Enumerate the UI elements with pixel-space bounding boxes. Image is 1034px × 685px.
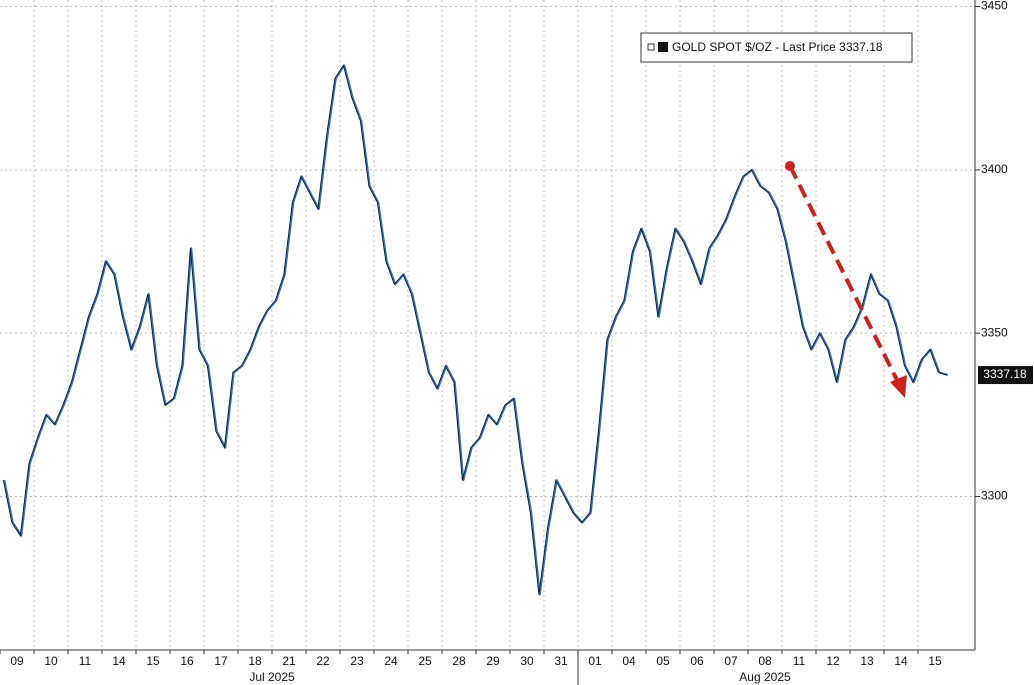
x-tick-label: 28 [452, 654, 466, 668]
x-tick-label: 10 [44, 654, 58, 668]
x-tick-label: 25 [418, 654, 432, 668]
y-tick-label: 3300 [981, 489, 1008, 503]
grid [0, 0, 975, 650]
x-tick-label: 18 [248, 654, 262, 668]
legend-last-price: 3337.18 [839, 40, 883, 54]
x-tick-label: 22 [316, 654, 330, 668]
arrow-shaft [788, 165, 900, 383]
x-tick-label: 06 [690, 654, 704, 668]
x-tick-label: 12 [826, 654, 840, 668]
y-tick-label: 3350 [981, 325, 1008, 339]
x-tick-label: 13 [860, 654, 874, 668]
trend-arrow [785, 161, 907, 398]
x-tick-label: 15 [146, 654, 160, 668]
arrow-start [785, 161, 795, 171]
x-tick-label: 30 [520, 654, 534, 668]
legend-box [640, 32, 913, 63]
legend: GOLD SPOT $/OZ - Last Price 3337.18 [640, 32, 913, 63]
legend-icon [647, 43, 655, 51]
x-tick-label: 15 [928, 654, 942, 668]
price-line [3, 64, 949, 596]
x-tick-label: 24 [384, 654, 398, 668]
x-tick-label: 31 [554, 654, 568, 668]
x-tick-label: 09 [10, 654, 24, 668]
x-tick-label: 05 [656, 654, 670, 668]
x-tick-label: 17 [214, 654, 228, 668]
last-price-label: 3337.18 [983, 367, 1027, 381]
legend-swatch [658, 42, 668, 52]
plot [2, 64, 949, 596]
last-price-tag: 3337.18 [978, 366, 1033, 385]
x-tick-label: 14 [894, 654, 908, 668]
y-tick-label: 3450 [981, 0, 1008, 13]
price-line-shadow [2, 64, 947, 595]
x-tick-label: 29 [486, 654, 500, 668]
arrow-head [890, 375, 907, 398]
x-tick-label: 01 [588, 654, 602, 668]
last-price-box [978, 366, 1033, 385]
legend-text: GOLD SPOT $/OZ - Last Price 3337.18 [672, 40, 883, 54]
y-tick-label: 3400 [981, 162, 1008, 176]
x-tick-label: 23 [350, 654, 364, 668]
legend-series: GOLD SPOT $/OZ - Last Price [672, 40, 836, 54]
x-tick-label: 11 [79, 654, 92, 668]
month-label: Jul 2025 [249, 670, 295, 684]
x-tick-label: 08 [758, 654, 772, 668]
x-tick-label: 11 [793, 654, 806, 668]
x-tick-label: 14 [112, 654, 126, 668]
x-tick-label: 21 [282, 654, 296, 668]
x-tick-label: 07 [724, 654, 738, 668]
month-label: Aug 2025 [739, 670, 791, 684]
x-tick-label: 16 [180, 654, 194, 668]
x-tick-label: 04 [622, 654, 636, 668]
